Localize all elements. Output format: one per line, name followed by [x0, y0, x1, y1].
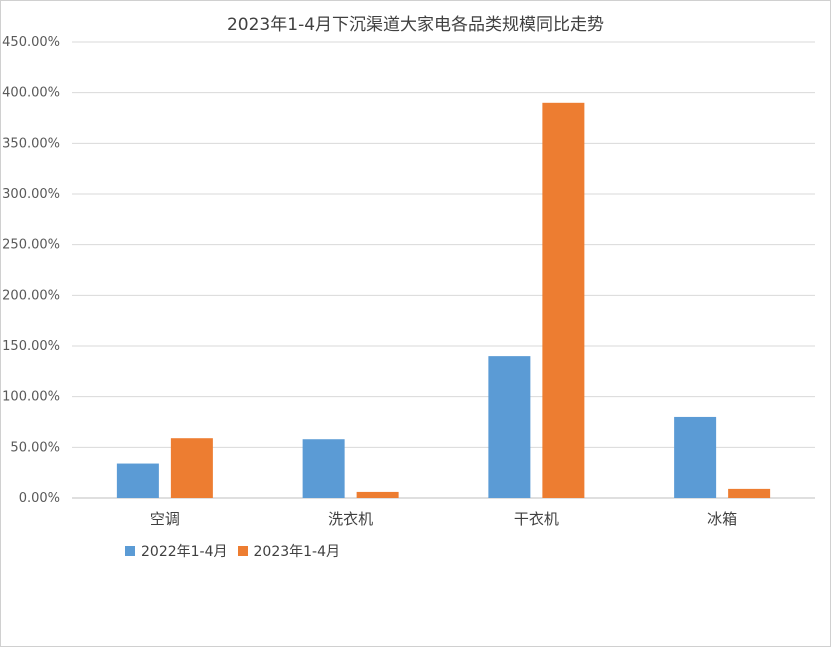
legend-item-2023: 2023年1-4月: [237, 541, 341, 561]
legend-item-2022: 2022年1-4月: [125, 541, 228, 561]
y-tick-label: 350.00%: [2, 136, 60, 151]
x-tick-label: 冰箱: [707, 510, 737, 528]
bar: [488, 356, 531, 498]
y-tick-label: 50.00%: [10, 440, 60, 455]
x-tick-label: 干衣机: [514, 510, 559, 528]
y-tick-label: 150.00%: [2, 339, 60, 354]
x-tick-label: 空调: [150, 510, 180, 528]
y-tick-label: 250.00%: [2, 238, 60, 253]
legend-swatch-2023: [237, 546, 248, 556]
y-tick-label: 200.00%: [2, 288, 60, 303]
y-tick-label: 100.00%: [2, 390, 60, 405]
y-tick-label: 400.00%: [2, 86, 60, 101]
bar: [728, 488, 771, 498]
bar: [356, 491, 399, 498]
x-tick-label: 洗衣机: [328, 510, 373, 528]
chart-title: 2023年1-4月下沉渠道大家电各品类规模同比走势: [226, 15, 605, 35]
bar: [116, 463, 159, 498]
bar: [542, 102, 585, 499]
bar: [674, 416, 717, 498]
bar: [302, 439, 345, 498]
legend-swatch-2022: [125, 546, 135, 556]
legend: 2022年1-4月 2023年1-4月: [125, 541, 350, 561]
legend-label-2023: 2023年1-4月: [253, 544, 341, 560]
y-tick-label: 450.00%: [2, 35, 60, 50]
y-tick-label: 300.00%: [2, 187, 60, 202]
legend-label-2022: 2022年1-4月: [141, 544, 228, 560]
y-tick-label: 0.00%: [19, 491, 60, 506]
bar: [170, 438, 213, 498]
